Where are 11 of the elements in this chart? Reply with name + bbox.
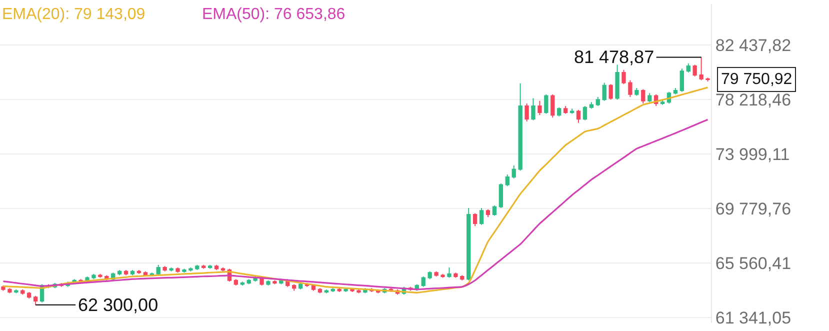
- y-tick-label: 69 779,76: [715, 199, 792, 218]
- y-tick-label: 78 218,46: [715, 90, 792, 110]
- y-tick-label: 82 437,82: [715, 36, 792, 55]
- text: 79 750,92: [721, 71, 792, 88]
- text: EMA(20): 79 143,09: [2, 6, 146, 23]
- text: EMA(50): 76 653,86: [202, 6, 346, 23]
- y-tick-label: 65 560,41: [715, 254, 792, 273]
- y-tick-label: 73 999,11: [715, 144, 790, 164]
- annotation: 81 478,87: [574, 47, 654, 67]
- y-tick-label: 61 341,05: [715, 308, 792, 328]
- annotation: 62 300,00: [78, 295, 158, 315]
